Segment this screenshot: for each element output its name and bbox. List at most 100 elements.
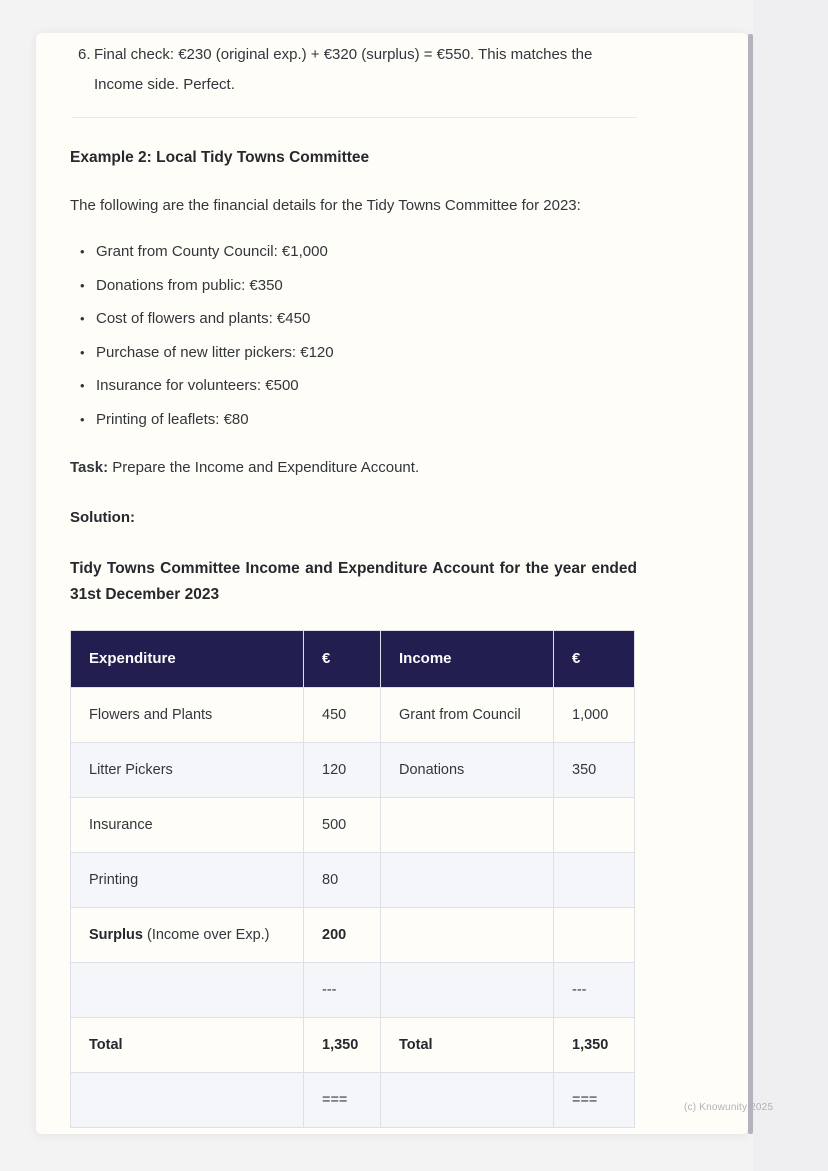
bullet-text: Grant from County Council: €1,000 xyxy=(96,243,328,260)
bullet-list: • Grant from County Council: €1,000 • Donat… xyxy=(70,241,637,430)
table-cell: Total xyxy=(70,1016,304,1073)
table-header-cell: Income xyxy=(380,629,554,688)
table-row: === === xyxy=(70,1071,635,1128)
table-cell: Surplus (Income over Exp.) xyxy=(70,906,304,963)
table-row: Total 1,350 Total 1,350 xyxy=(70,1016,635,1073)
example-heading: Example 2: Local Tidy Towns Committee xyxy=(70,149,370,166)
right-gutter xyxy=(753,0,828,1171)
table-cell: Total xyxy=(380,1016,554,1073)
numbered-list-item-6: 6. Final check: €230 (original exp.) + €… xyxy=(70,40,637,100)
cell-text: (Income over Exp.) xyxy=(142,926,270,943)
table-row: Flowers and Plants 450 Grant from Council 1… xyxy=(70,686,635,743)
table-cell: Insurance xyxy=(70,796,304,853)
bullet-icon: • xyxy=(80,244,85,259)
cell-text: Total xyxy=(399,1036,433,1053)
table-cell: Donations xyxy=(380,741,554,798)
income-expenditure-table: Expenditure € Income € Flowers and Plants 45… xyxy=(70,629,635,1128)
table-row: --- --- xyxy=(70,961,635,1018)
cell-text: Litter Pickers xyxy=(89,761,173,778)
table-row: Printing 80 xyxy=(70,851,635,908)
cell-text: Donations xyxy=(399,761,465,778)
bullet-text: Printing of leaflets: €80 xyxy=(96,410,249,428)
cell-text: === xyxy=(322,1091,348,1108)
table-cell xyxy=(380,851,554,908)
cell-text: 200 xyxy=(322,926,347,943)
bullet-text: Insurance for volunteers: €500 xyxy=(96,377,299,394)
list-item-text: Final check: €230 (original exp.) + €320… xyxy=(94,46,593,93)
table-cell: 1,000 xyxy=(553,686,635,743)
list-number: 6. xyxy=(78,46,91,63)
table-cell: Grant from Council xyxy=(380,686,554,743)
table-cell: 500 xyxy=(303,796,381,853)
account-title: Tidy Towns Committee Income and Expendit… xyxy=(70,559,637,603)
table-header-row: Expenditure € Income € xyxy=(70,629,635,688)
table-cell xyxy=(553,851,635,908)
task-paragraph: Task: Prepare the Income and Expenditure… xyxy=(70,457,637,479)
table-cell: Printing xyxy=(70,851,304,908)
cell-text: Printing xyxy=(89,871,139,888)
bullet-item: • Grant from County Council: €1,000 xyxy=(70,241,637,262)
table-cell: === xyxy=(553,1071,635,1128)
intro-paragraph: The following are the financial details … xyxy=(70,197,581,214)
table-cell xyxy=(553,796,635,853)
vertical-scrollbar[interactable] xyxy=(748,34,753,1134)
section-divider xyxy=(72,117,637,118)
table-cell xyxy=(70,1071,304,1128)
cell-text: 1,350 xyxy=(572,1036,609,1053)
cell-text: 120 xyxy=(322,761,347,778)
cell-text: --- xyxy=(572,981,587,998)
bullet-text: Donations from public: €350 xyxy=(96,276,283,294)
table-row: Insurance 500 xyxy=(70,796,635,853)
table-cell xyxy=(380,796,554,853)
bullet-icon: • xyxy=(80,311,85,326)
bullet-icon: • xyxy=(80,411,85,427)
bullet-item: • Donations from public: €350 xyxy=(70,275,637,296)
table-cell: === xyxy=(303,1071,381,1128)
cell-text: Surplus xyxy=(89,926,143,943)
bullet-text: Purchase of new litter pickers: €120 xyxy=(96,343,334,361)
cell-text: 80 xyxy=(322,871,339,888)
table-cell xyxy=(553,906,635,963)
table-cell xyxy=(380,961,554,1018)
bullet-icon: • xyxy=(80,277,85,293)
cell-text: === xyxy=(572,1091,598,1108)
cell-text: Grant from Council xyxy=(399,706,521,723)
table-header-cell: Expenditure xyxy=(70,629,304,688)
table-header-cell: € xyxy=(553,629,635,688)
bullet-icon: • xyxy=(80,378,85,393)
bullet-item: • Printing of leaflets: €80 xyxy=(70,409,637,430)
table-cell: 1,350 xyxy=(553,1016,635,1073)
cell-text: Insurance xyxy=(89,816,153,833)
bullet-text: Cost of flowers and plants: €450 xyxy=(96,310,311,327)
table-cell xyxy=(380,1071,554,1128)
table-header-cell: € xyxy=(303,629,381,688)
cell-text: Total xyxy=(89,1036,123,1053)
table-row: Surplus (Income over Exp.) 200 xyxy=(70,906,635,963)
table-cell: 80 xyxy=(303,851,381,908)
task-label: Task: xyxy=(70,458,109,476)
document-page: 6. Final check: €230 (original exp.) + €… xyxy=(36,33,748,1134)
watermark-text: (c) Knowunity 2025 xyxy=(684,1102,774,1113)
table-cell xyxy=(380,906,554,963)
table-cell: 1,350 xyxy=(303,1016,381,1073)
cell-text: 350 xyxy=(572,761,597,778)
bullet-item: • Insurance for volunteers: €500 xyxy=(70,375,637,396)
cell-text: 500 xyxy=(322,816,347,833)
bullet-item: • Purchase of new litter pickers: €120 xyxy=(70,342,637,363)
task-text: Prepare the Income and Expenditure Accou… xyxy=(108,458,420,476)
table-row: Litter Pickers 120 Donations 350 xyxy=(70,741,635,798)
table-cell: Litter Pickers xyxy=(70,741,304,798)
table-cell: 350 xyxy=(553,741,635,798)
table-cell: --- xyxy=(553,961,635,1018)
cell-text: --- xyxy=(322,981,337,998)
bullet-item: • Cost of flowers and plants: €450 xyxy=(70,308,637,329)
cell-text: 450 xyxy=(322,706,347,723)
table-cell: 120 xyxy=(303,741,381,798)
bullet-icon: • xyxy=(80,344,85,360)
table-cell: 450 xyxy=(303,686,381,743)
table-cell: --- xyxy=(303,961,381,1018)
page-content: 6. Final check: €230 (original exp.) + €… xyxy=(70,40,637,1128)
table-cell xyxy=(70,961,304,1018)
solution-label: Solution: xyxy=(70,508,135,526)
